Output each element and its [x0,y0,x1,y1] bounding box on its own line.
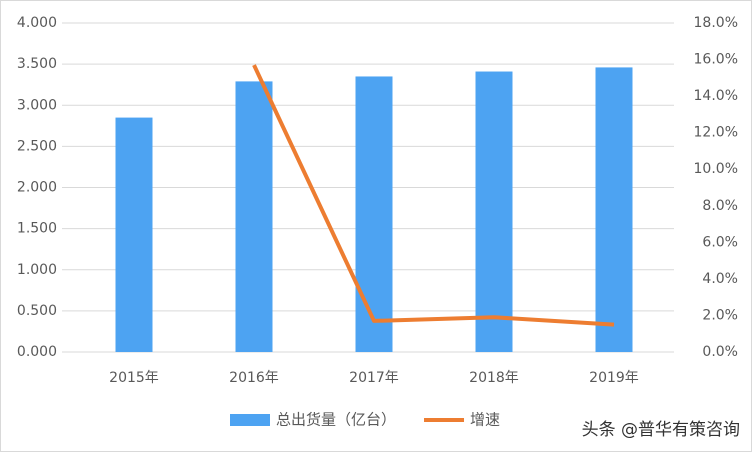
y2-tick-label: 16.0% [694,52,738,68]
y2-tick-label: 14.0% [694,88,738,104]
y-tick-label: 2.000 [17,180,57,196]
y-tick-label: 0.500 [17,303,57,319]
x-tick-label: 2015年 [109,370,159,386]
y2-tick-label: 2.0% [702,307,738,323]
y-tick-label: 0.000 [17,344,57,360]
y2-tick-label: 18.0% [694,15,738,31]
y2-tick-label: 6.0% [702,234,738,250]
watermark: 头条 @普华有策咨询 [582,420,740,440]
y-tick-label: 3.000 [17,97,57,113]
bar [235,81,273,353]
y-tick-label: 1.000 [17,262,57,278]
bar [475,71,513,352]
bar [115,117,153,353]
legend-label: 总出货量（亿台） [276,411,396,429]
x-tick-label: 2018年 [469,370,519,386]
y2-tick-label: 4.0% [702,271,738,287]
y-tick-label: 2.500 [17,138,57,154]
x-tick-label: 2019年 [589,370,639,386]
x-tick-label: 2016年 [229,370,279,386]
y2-tick-label: 12.0% [694,125,738,141]
y-tick-label: 3.500 [17,56,57,72]
y-tick-label: 1.500 [17,221,57,237]
bar [595,67,633,352]
y2-tick-label: 8.0% [702,198,738,214]
y-tick-label: 4.000 [17,15,57,31]
bar [355,76,393,353]
legend-label: 增速 [470,411,500,429]
y2-tick-label: 10.0% [694,161,738,177]
legend-swatch [230,414,270,426]
x-tick-label: 2017年 [349,370,399,386]
y2-tick-label: 0.0% [702,344,738,360]
line [252,64,615,327]
